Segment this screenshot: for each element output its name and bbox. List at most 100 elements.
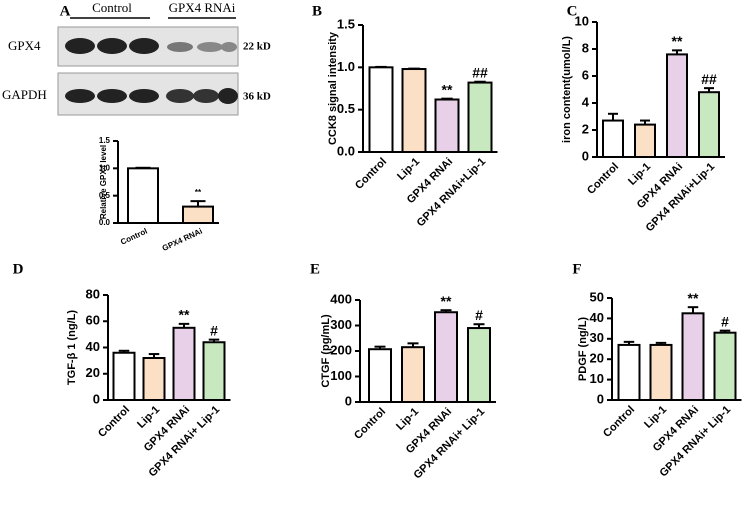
y-tick-label: 0 [582,148,589,163]
significance: ** [672,33,683,49]
bar [142,357,166,401]
x-tick-label: Control [119,227,149,247]
significance: # [475,307,483,323]
y-tick-label: 6 [582,67,589,82]
bar [617,343,641,402]
x-tick-label: Lip-1 [626,161,653,188]
y-tick-label: 1.0 [99,163,111,172]
x-tick-label: Control [96,404,132,440]
band [221,42,237,52]
y-tick-label: 1.5 [337,16,355,31]
y-tick-label: 40 [86,339,100,354]
y-tick-label: 0 [345,393,352,408]
bar [634,123,656,158]
bar [666,53,688,158]
y-axis-label: CCK8 signal intensity [327,31,339,145]
x-tick-label: Control [585,161,621,197]
blot-size: 36 kD [243,91,271,103]
bar [401,68,427,153]
significance: ** [688,290,699,306]
band [129,89,159,103]
band [65,89,95,103]
y-tick-label: 2 [582,121,589,136]
y-axis-label: TGF-β 1 (ng/L) [66,310,78,385]
bar [401,346,425,403]
x-tick-label: GPX4 RNAi [161,227,204,253]
y-tick-label: 400 [330,291,352,306]
y-tick-label: 300 [330,317,352,332]
y-tick-label: 0.5 [337,101,355,116]
significance: ** [442,81,453,97]
band [65,38,95,54]
y-axis-label: Relative GPX4 level [99,145,108,219]
x-tick-label: Control [601,404,637,440]
bar [467,81,493,153]
band [197,42,223,52]
panel-letter: C [567,3,578,19]
significance: ## [472,64,488,80]
y-tick-label: 1.0 [337,59,355,74]
y-tick-label: 10 [575,13,589,28]
blot-bands [65,38,238,104]
significance: ** [179,307,190,323]
x-tick-label: Control [353,156,389,192]
blot-size: 22 kD [243,41,271,53]
bar [602,119,624,159]
bar [649,343,673,402]
x-tick-label: Lip-1 [395,156,422,183]
y-tick-label: 60 [86,313,100,328]
band [97,38,127,54]
group-label: GPX4 RNAi [169,0,236,15]
y-tick-label: 100 [330,368,352,383]
group-label: Control [92,0,132,15]
panel-letter: F [572,261,581,277]
significance: ## [701,71,717,87]
y-tick-label: 30 [590,330,604,345]
bar [112,351,136,401]
bar [368,66,394,153]
y-axis-label: iron content(umol/L) [561,36,573,143]
y-tick-label: 8 [582,40,589,55]
bar [681,312,705,401]
bar [434,311,458,403]
y-tick-label: 0.0 [337,143,355,158]
panel-letter: A [60,3,71,19]
y-axis-label: CTGF (pg/mL) [320,314,332,388]
panel-letter: B [312,3,322,19]
significance: # [210,322,218,338]
x-tick-label: Lip-1 [135,404,162,431]
y-tick-label: 20 [86,365,100,380]
y-tick-label: 20 [590,351,604,366]
y-tick-label: 0.5 [99,191,111,200]
bar [182,205,214,225]
band [166,89,194,103]
panel-letter: D [13,261,24,277]
panel-letter: E [310,261,320,277]
band [97,89,127,103]
y-tick-label: 0 [93,391,100,406]
band [167,42,193,52]
bar [467,327,491,403]
y-tick-label: 80 [86,286,100,301]
y-tick-label: 4 [582,94,590,109]
bar [698,91,720,158]
y-tick-label: 200 [330,342,352,357]
x-tick-label: Lip-1 [642,404,669,431]
bar [202,341,226,401]
bar [172,326,196,401]
significance: # [721,313,729,329]
y-axis-label: PDGF (ng/L) [577,317,589,381]
y-tick-label: 40 [590,310,604,325]
band [218,88,238,104]
y-tick-label: 10 [590,371,604,386]
x-tick-label: Control [352,406,388,442]
bar [434,98,460,153]
band [129,38,159,54]
bar [713,331,737,401]
band [193,89,219,103]
bar [368,348,392,403]
y-tick-label: 1.5 [99,136,111,145]
bar [127,167,159,224]
y-tick-label: 50 [590,289,604,304]
